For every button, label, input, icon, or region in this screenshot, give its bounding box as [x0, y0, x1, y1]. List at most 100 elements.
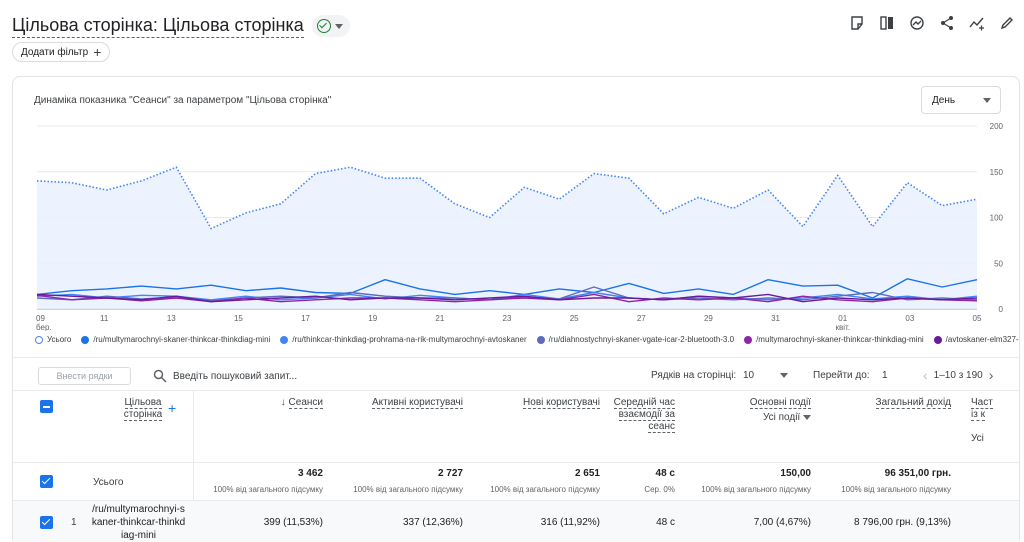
add-rows-button[interactable]: Внести рядки [38, 367, 131, 385]
legend-dot-icon [280, 335, 289, 344]
legend-item[interactable]: /avtoskaner-elm327-o [933, 335, 1019, 344]
select-all-checkbox[interactable] [40, 400, 53, 413]
report-toolbar [848, 14, 1016, 32]
total-engagement-sub: Сер. 0% [644, 485, 675, 494]
col-sessions-header[interactable]: ↓ Сеанси [203, 397, 323, 409]
col-partial-header[interactable]: Част із к Усі [971, 397, 1011, 445]
granularity-select[interactable]: День [921, 86, 1001, 114]
status-pill[interactable] [311, 15, 350, 37]
x-tick-label: 15 [234, 314, 243, 323]
x-tick-label: 05 [973, 314, 982, 323]
row-page-link[interactable]: /ru/multymarochnyi-skaner-thinkcar-think… [91, 504, 186, 541]
total-revenue-sub: 100% від загального підсумку [841, 485, 951, 494]
next-page-icon[interactable]: › [988, 367, 994, 383]
search-input[interactable] [173, 366, 473, 386]
col-revenue-label: Загальний дохід [875, 397, 951, 409]
col-revenue-header[interactable]: Загальний дохід [828, 397, 951, 409]
y-tick-label: 0 [999, 305, 1004, 314]
add-dimension-plus-icon[interactable]: + [168, 400, 177, 416]
chart-legend: Усього/ru/multymarochnyi-skaner-thinkcar… [35, 335, 1019, 344]
caret-down-icon [334, 23, 343, 29]
column-divider [193, 390, 194, 542]
caret-down-icon [780, 373, 788, 378]
dimension-header[interactable]: Цільова сторінка [113, 397, 173, 421]
x-tick-label: 21 [435, 314, 444, 323]
title-row: Цільова сторінка: Цільова сторінка [12, 14, 350, 38]
legend-dot-icon [536, 335, 545, 344]
trend-icon[interactable] [968, 14, 986, 32]
edit-icon[interactable] [998, 14, 1016, 32]
totals-row: Усього 3 462 100% від загального підсумк… [13, 462, 1019, 500]
prev-page-icon[interactable]: ‹ [923, 367, 928, 383]
add-filter-button[interactable]: Додати фільтр + [12, 42, 111, 62]
insights-icon[interactable] [908, 14, 926, 32]
col-new-users-label: Нові користувачі [523, 397, 600, 409]
rows-per-page-label: Рядків на сторінці: [651, 370, 737, 381]
col-engagement-header[interactable]: Середній час взаємодії за сеанс [613, 397, 675, 433]
col-active-users-header[interactable]: Активні користувачі [343, 397, 463, 409]
y-tick-label: 200 [990, 122, 1004, 131]
col-partial-sub: Усі [971, 433, 984, 444]
add-filter-label: Додати фільтр [21, 46, 89, 58]
legend-item[interactable]: /multymarochnyi-skaner-thinkcar-thinkdia… [744, 335, 924, 344]
goto-label: Перейти до: [813, 370, 870, 381]
x-tick-label: 09 [36, 314, 45, 323]
total-sessions-sub: 100% від загального підсумку [213, 485, 323, 494]
x-tick-label: 27 [637, 314, 646, 323]
legend-label: Усього [47, 335, 72, 344]
y-tick-label: 150 [990, 168, 1004, 177]
report-header: Цільова сторінка: Цільова сторінка Додат… [0, 0, 1024, 72]
plus-icon: + [93, 44, 102, 60]
table-row[interactable]: 1 /ru/multymarochnyi-skaner-thinkcar-thi… [13, 500, 1019, 542]
pagination: ‹ 1–10 з 190 › [923, 368, 993, 382]
x-tick-label: 31 [771, 314, 780, 323]
legend-item[interactable]: /ru/diahnostychnyi-skaner-vgate-icar-2-b… [536, 335, 735, 344]
legend-label: /multymarochnyi-skaner-thinkcar-thinkdia… [756, 335, 924, 344]
col-engagement-label: Середній час взаємодії за сеанс [613, 397, 675, 433]
granularity-value: День [932, 94, 956, 106]
col-key-events-header[interactable]: Основні події Усі події [693, 397, 811, 424]
totals-checkbox[interactable] [40, 475, 53, 488]
key-events-filter[interactable]: Усі події [762, 412, 801, 423]
legend-label: /ru/diahnostychnyi-skaner-vgate-icar-2-b… [548, 335, 735, 344]
col-new-users-header[interactable]: Нові користувачі [478, 397, 600, 409]
legend-label: /ru/thinkcar-thinkdiag-prohrama-na-rik-m… [292, 335, 527, 344]
note-icon[interactable] [848, 14, 866, 32]
col-sessions-label: Сеанси [288, 397, 323, 409]
share-icon[interactable] [938, 14, 956, 32]
series-line-1 [36, 278, 978, 299]
x-tick-label: 29 [704, 314, 713, 323]
row-new-users: 316 (11,92%) [540, 517, 600, 528]
series-line-4 [36, 293, 978, 303]
legend-dot-icon [35, 335, 43, 344]
x-tick-label: 13 [167, 314, 176, 323]
goto-page-input[interactable]: 1 [882, 370, 888, 381]
caret-down-icon [983, 97, 991, 103]
legend-item[interactable]: /ru/thinkcar-thinkdiag-prohrama-na-rik-m… [280, 335, 527, 344]
caret-down-icon [803, 414, 811, 420]
rows-per-page-select[interactable]: 10 [743, 370, 788, 381]
x-tick-label: 01 [838, 314, 847, 323]
x-tick-label: 19 [368, 314, 377, 323]
total-key-events: 150,00 [780, 468, 811, 479]
page-range: 1–10 з 190 [933, 369, 983, 381]
row-revenue: 8 796,00 грн. (9,13%) [853, 517, 951, 528]
row-sessions: 399 (11,53%) [263, 517, 323, 528]
row-engagement: 48 с [656, 517, 675, 528]
table-header-row: Цільова сторінка + ↓ Сеанси Активні кори… [13, 390, 1019, 462]
total-revenue: 96 351,00 грн. [884, 468, 951, 479]
legend-item[interactable]: /ru/multymarochnyi-skaner-thinkcar-think… [81, 335, 270, 344]
col-active-users-label: Активні користувачі [371, 397, 463, 409]
x-tick-label: 25 [570, 314, 579, 323]
y-tick-label: 50 [994, 259, 1003, 268]
dimension-header-label: Цільова сторінка [123, 397, 163, 421]
compare-icon[interactable] [878, 14, 896, 32]
row-active-users: 337 (12,36%) [402, 517, 463, 528]
col-partial-label: Част із к [971, 397, 993, 421]
check-circle-icon [316, 19, 331, 33]
totals-label: Усього [93, 477, 124, 488]
legend-item[interactable]: Усього [35, 335, 71, 344]
row-checkbox[interactable] [40, 516, 53, 529]
page-title[interactable]: Цільова сторінка: Цільова сторінка [12, 14, 304, 38]
